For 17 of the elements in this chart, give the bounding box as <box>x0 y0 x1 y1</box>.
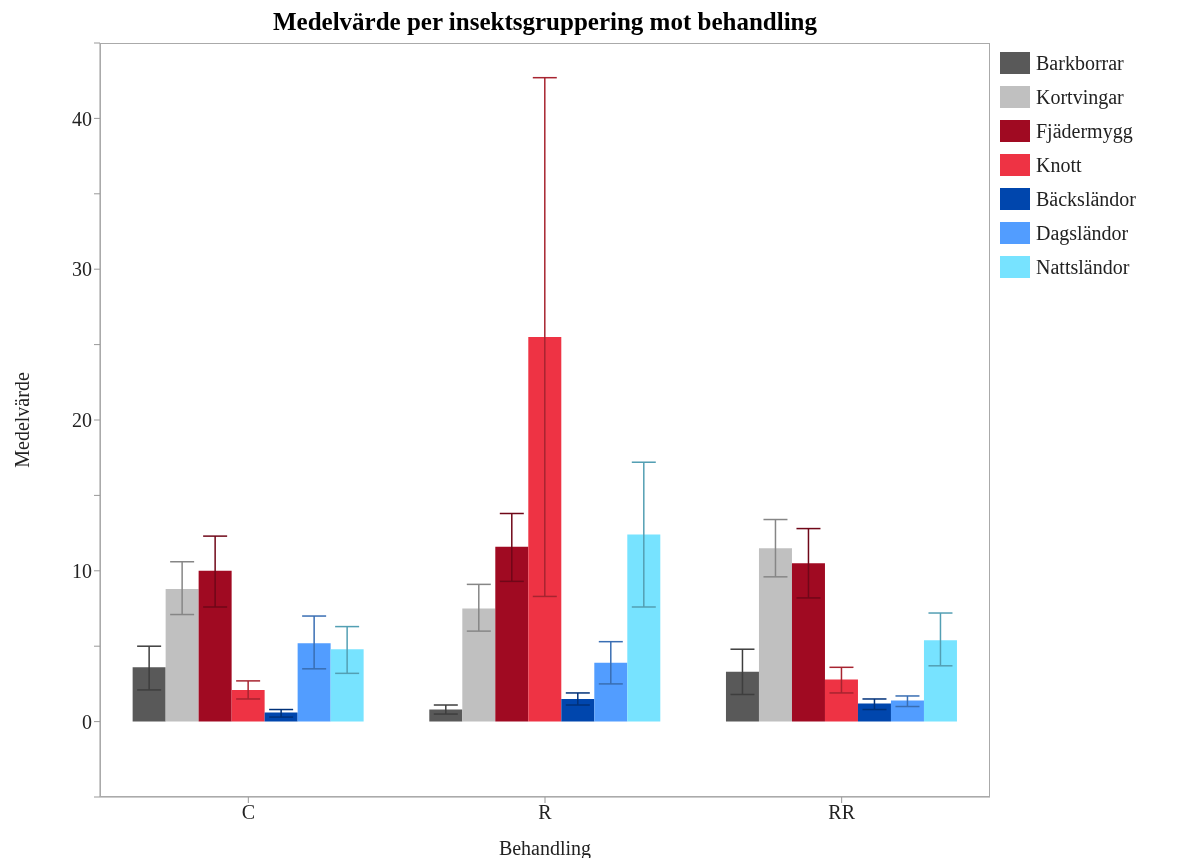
x-tick-label: RR <box>828 801 856 824</box>
y-tick-label: 30 <box>72 258 92 281</box>
x-tick-label: C <box>241 801 256 824</box>
legend-label: Knott <box>1036 153 1082 177</box>
y-axis-title: Medelvärde <box>11 372 34 468</box>
y-tick-label: 0 <box>82 710 92 733</box>
chart-title: Medelvärde per insektsgruppering mot behandling <box>272 8 818 36</box>
legend-label: Kortvingar <box>1036 85 1124 109</box>
legend-label: Bäcksländor <box>1036 187 1136 211</box>
y-tick-label: 20 <box>72 409 92 432</box>
y-tick-label: 40 <box>72 107 92 130</box>
legend-label: Dagsländor <box>1036 221 1129 245</box>
legend-label: Nattsländor <box>1036 255 1130 279</box>
y-tick-label: 10 <box>72 559 92 582</box>
legend-label: Barkborrar <box>1036 51 1124 75</box>
legend-label: Fjädermygg <box>1036 119 1133 143</box>
x-tick-label: R <box>538 801 553 824</box>
